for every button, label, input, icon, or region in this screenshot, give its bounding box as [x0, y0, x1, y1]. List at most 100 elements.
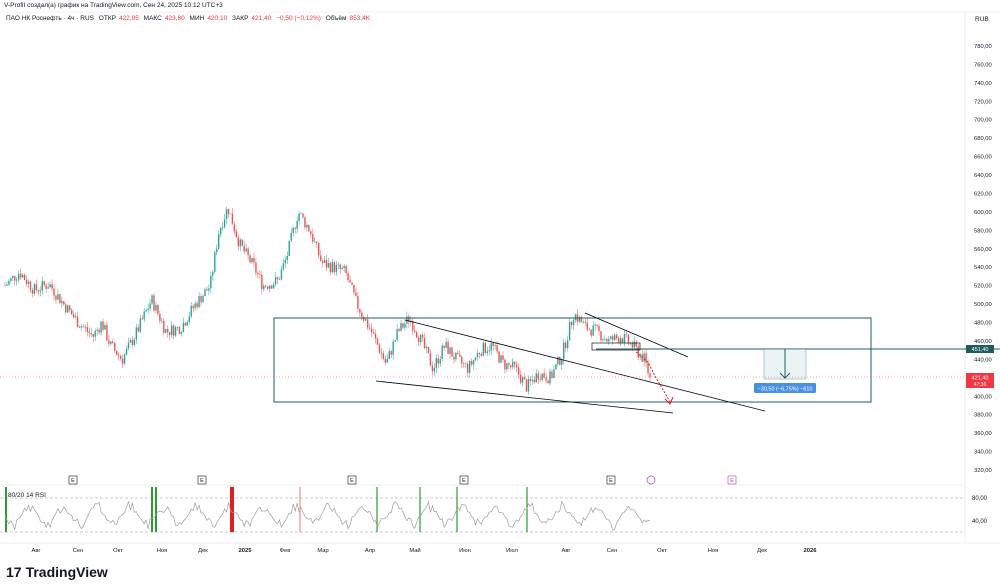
candle-body [35, 284, 38, 291]
candle-body [198, 296, 200, 308]
candle-body [341, 268, 343, 270]
price-axis-tick: 600,00 [974, 210, 992, 216]
candle-body [268, 285, 271, 289]
candle-body [319, 255, 322, 261]
candle-body [414, 330, 416, 333]
future-earnings-marker[interactable] [727, 475, 737, 485]
candle-body [345, 265, 347, 274]
candle-body [188, 316, 190, 323]
time-axis-tick: Май [409, 547, 420, 554]
candle-body [321, 260, 324, 263]
candle-body [417, 337, 420, 343]
candle-body [553, 369, 555, 378]
candle-body [408, 316, 410, 323]
candle-body [167, 329, 169, 333]
currency-label[interactable]: RUB [975, 16, 989, 23]
low-value: 420,10 [207, 15, 228, 22]
candle-body [617, 338, 620, 343]
candle-body [223, 219, 226, 228]
candle-body [559, 356, 561, 365]
candle-body [253, 257, 255, 263]
candle-body [190, 305, 192, 317]
price-axis-tick: 680,00 [974, 136, 992, 142]
candle-body [649, 373, 651, 378]
close-value: 421,40 [251, 15, 272, 22]
price-tag-last-countdown: 47:36 [974, 382, 987, 388]
candle-body [478, 352, 481, 354]
candle-body [119, 355, 122, 359]
time-axis-tick: Фев [280, 548, 291, 554]
earnings-marker[interactable] [347, 475, 357, 485]
candle-body [23, 274, 26, 280]
price-axis-tick: 720,00 [974, 99, 992, 105]
candle-body [631, 342, 634, 348]
candle-body [474, 357, 477, 361]
candle-body [521, 377, 524, 383]
earnings-marker[interactable] [197, 475, 207, 485]
candle-body [359, 308, 361, 313]
candle-body [251, 257, 253, 263]
price-axis-tick: 640,00 [974, 173, 992, 179]
candle-body [263, 285, 265, 290]
candle-body [327, 263, 330, 268]
time-axis-tick: Апр [365, 548, 375, 554]
candle-body [245, 248, 247, 252]
candle-body [380, 352, 383, 354]
candle-body [366, 319, 369, 328]
candle-body [484, 342, 487, 353]
candle-body [374, 333, 377, 339]
candle-body [517, 367, 520, 375]
candle-body [25, 279, 28, 284]
candle-body [633, 341, 636, 348]
candle-body [116, 350, 118, 356]
tradingview-logo-text: TradingView [25, 564, 108, 580]
ohlc-legend: ПАО НК Роснефть · 4ч · RUS ОТКР 422,95 МА… [6, 15, 373, 22]
candle-body [143, 311, 145, 320]
earnings-marker[interactable] [459, 475, 469, 485]
candle-body [429, 353, 432, 366]
candle-body [19, 273, 22, 278]
candle-body [278, 279, 281, 280]
price-axis-tick: 360,00 [974, 431, 992, 437]
measure-label: −30,50 (−6,75%) −610 [758, 387, 813, 393]
price-axis-tick: 440,00 [974, 357, 992, 363]
time-axis-tick: Июл [506, 548, 518, 554]
candle-body [461, 356, 463, 364]
candle-body [504, 359, 506, 370]
candle-body [241, 239, 243, 246]
candle-body [216, 249, 218, 253]
change-value: −0,50 (−0,12%) [276, 15, 321, 22]
rsi-indicator-label[interactable]: 80/20 14 RSI [8, 492, 46, 499]
candle-body [641, 354, 643, 362]
symbol-name[interactable]: ПАО НК Роснефть · 4ч · RUS [6, 15, 94, 22]
candle-body [449, 347, 451, 354]
candle-body [378, 344, 381, 353]
candle-body [176, 326, 179, 328]
candle-body [572, 320, 575, 326]
candle-body [255, 262, 257, 273]
candle-body [547, 380, 549, 384]
time-axis-tick: Сен [607, 548, 618, 554]
candle-body [451, 347, 453, 357]
earnings-marker[interactable] [606, 475, 616, 485]
candle-body [180, 332, 183, 334]
earnings-marker[interactable] [68, 475, 78, 485]
candle-body [192, 305, 194, 309]
candle-body [137, 327, 140, 332]
candle-body [388, 351, 390, 359]
candle-body [274, 277, 277, 285]
candle-body [453, 356, 455, 360]
dividend-marker[interactable] [646, 475, 656, 485]
candle-body [243, 245, 245, 252]
candle-body [45, 285, 47, 289]
candle-body [551, 371, 553, 378]
candle-body [312, 234, 314, 242]
time-axis: Авг Сен Окт Ноя Дек 2025 Фев Мар Апр Май Июн Июл Авг… [31, 547, 817, 554]
time-axis-tick: 2026 [804, 548, 818, 554]
candle-body [37, 290, 40, 292]
candle-body [439, 359, 441, 364]
candle-body [147, 308, 149, 311]
candle-body [555, 364, 557, 370]
candle-body [480, 353, 483, 356]
